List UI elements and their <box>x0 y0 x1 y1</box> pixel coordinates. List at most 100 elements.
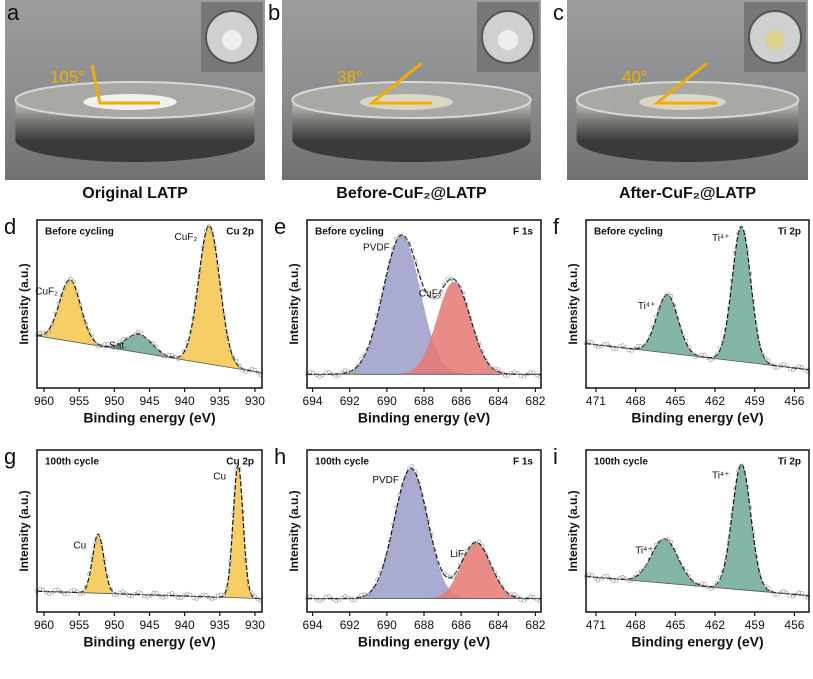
data-point <box>439 289 443 294</box>
data-point <box>65 591 70 596</box>
background-line <box>36 335 263 374</box>
data-point <box>359 592 364 597</box>
y-axis-label: Intensity (a.u.) <box>17 263 31 344</box>
data-point <box>522 598 526 603</box>
data-point <box>419 282 424 287</box>
data-point <box>638 343 643 348</box>
data-point <box>474 335 479 339</box>
data-point <box>690 580 695 584</box>
data-point <box>407 241 412 246</box>
data-point <box>167 352 171 357</box>
data-point <box>311 370 316 375</box>
envelope <box>307 467 541 600</box>
data-point <box>194 596 199 601</box>
data-point <box>778 590 783 595</box>
data-point <box>754 324 759 329</box>
data-point <box>669 539 674 544</box>
peak-component <box>37 279 262 373</box>
data-point <box>467 315 472 320</box>
data-point <box>739 225 743 230</box>
data-point <box>170 591 174 596</box>
data-point <box>426 517 431 522</box>
data-point <box>512 592 517 597</box>
data-point <box>93 540 98 545</box>
data-point <box>426 291 431 296</box>
data-point <box>748 271 753 276</box>
data-point <box>160 595 165 600</box>
panel-title: 100th cycle <box>315 457 369 468</box>
data-point <box>38 331 42 335</box>
peak-label: Sat. <box>109 341 127 352</box>
data-point <box>327 370 332 374</box>
data-point <box>635 571 640 575</box>
data-point <box>209 597 214 602</box>
data-point <box>623 345 628 350</box>
data-point <box>243 370 248 374</box>
data-point <box>133 331 138 336</box>
data-point <box>317 374 322 379</box>
x-tick-label: 686 <box>451 394 471 408</box>
data-point <box>599 576 604 581</box>
data-point <box>461 291 466 295</box>
data-point <box>176 357 181 362</box>
envelope <box>37 463 262 600</box>
angle-label: 38° <box>337 67 363 86</box>
data-point <box>455 570 459 575</box>
data-point <box>410 247 415 252</box>
data-point <box>148 593 153 598</box>
data-point <box>47 592 52 597</box>
element-label: Cu 2p <box>226 457 254 468</box>
data-point <box>378 298 383 303</box>
data-point <box>496 576 501 581</box>
peak-component <box>307 468 541 599</box>
x-tick-label: 960 <box>34 618 54 632</box>
envelope <box>307 234 541 375</box>
data-point <box>769 589 774 594</box>
data-point <box>696 582 701 587</box>
data-point <box>340 370 345 375</box>
data-point <box>90 555 95 560</box>
data-point <box>252 367 257 372</box>
data-point <box>87 328 92 332</box>
x-tick-label: 945 <box>139 618 159 632</box>
data-point <box>623 576 628 581</box>
data-point <box>458 285 463 289</box>
data-point <box>499 370 504 375</box>
inset-disk <box>765 30 785 50</box>
data-point <box>699 581 704 586</box>
data-point <box>139 331 144 336</box>
data-point <box>365 347 370 352</box>
data-point <box>225 334 230 339</box>
data-point <box>378 570 383 574</box>
panel-letter: h <box>274 444 286 469</box>
data-point <box>185 591 190 596</box>
data-point <box>772 592 777 597</box>
panel-letter: b <box>268 0 280 25</box>
data-point <box>499 583 504 588</box>
photo-caption: Original LATP <box>82 185 188 202</box>
data-point <box>632 346 637 351</box>
data-point <box>321 597 325 602</box>
data-point <box>142 594 147 598</box>
data-point <box>249 591 254 596</box>
data-point <box>760 352 765 357</box>
data-point <box>464 302 469 306</box>
data-point <box>763 356 768 361</box>
data-point <box>400 235 405 239</box>
data-point <box>675 316 680 321</box>
data-point <box>240 509 245 514</box>
data-point <box>717 575 722 580</box>
data-point <box>486 364 491 369</box>
element-label: Ti 2p <box>778 227 801 238</box>
data-point <box>672 547 677 551</box>
data-point <box>736 469 740 473</box>
data-point <box>702 353 707 358</box>
data-point <box>442 282 447 287</box>
data-point <box>745 484 750 489</box>
peak-label: CuF₂ <box>174 232 197 243</box>
data-point <box>751 298 756 303</box>
data-point <box>775 592 780 597</box>
data-point <box>442 571 447 576</box>
data-point <box>346 595 351 600</box>
data-point <box>423 288 427 293</box>
